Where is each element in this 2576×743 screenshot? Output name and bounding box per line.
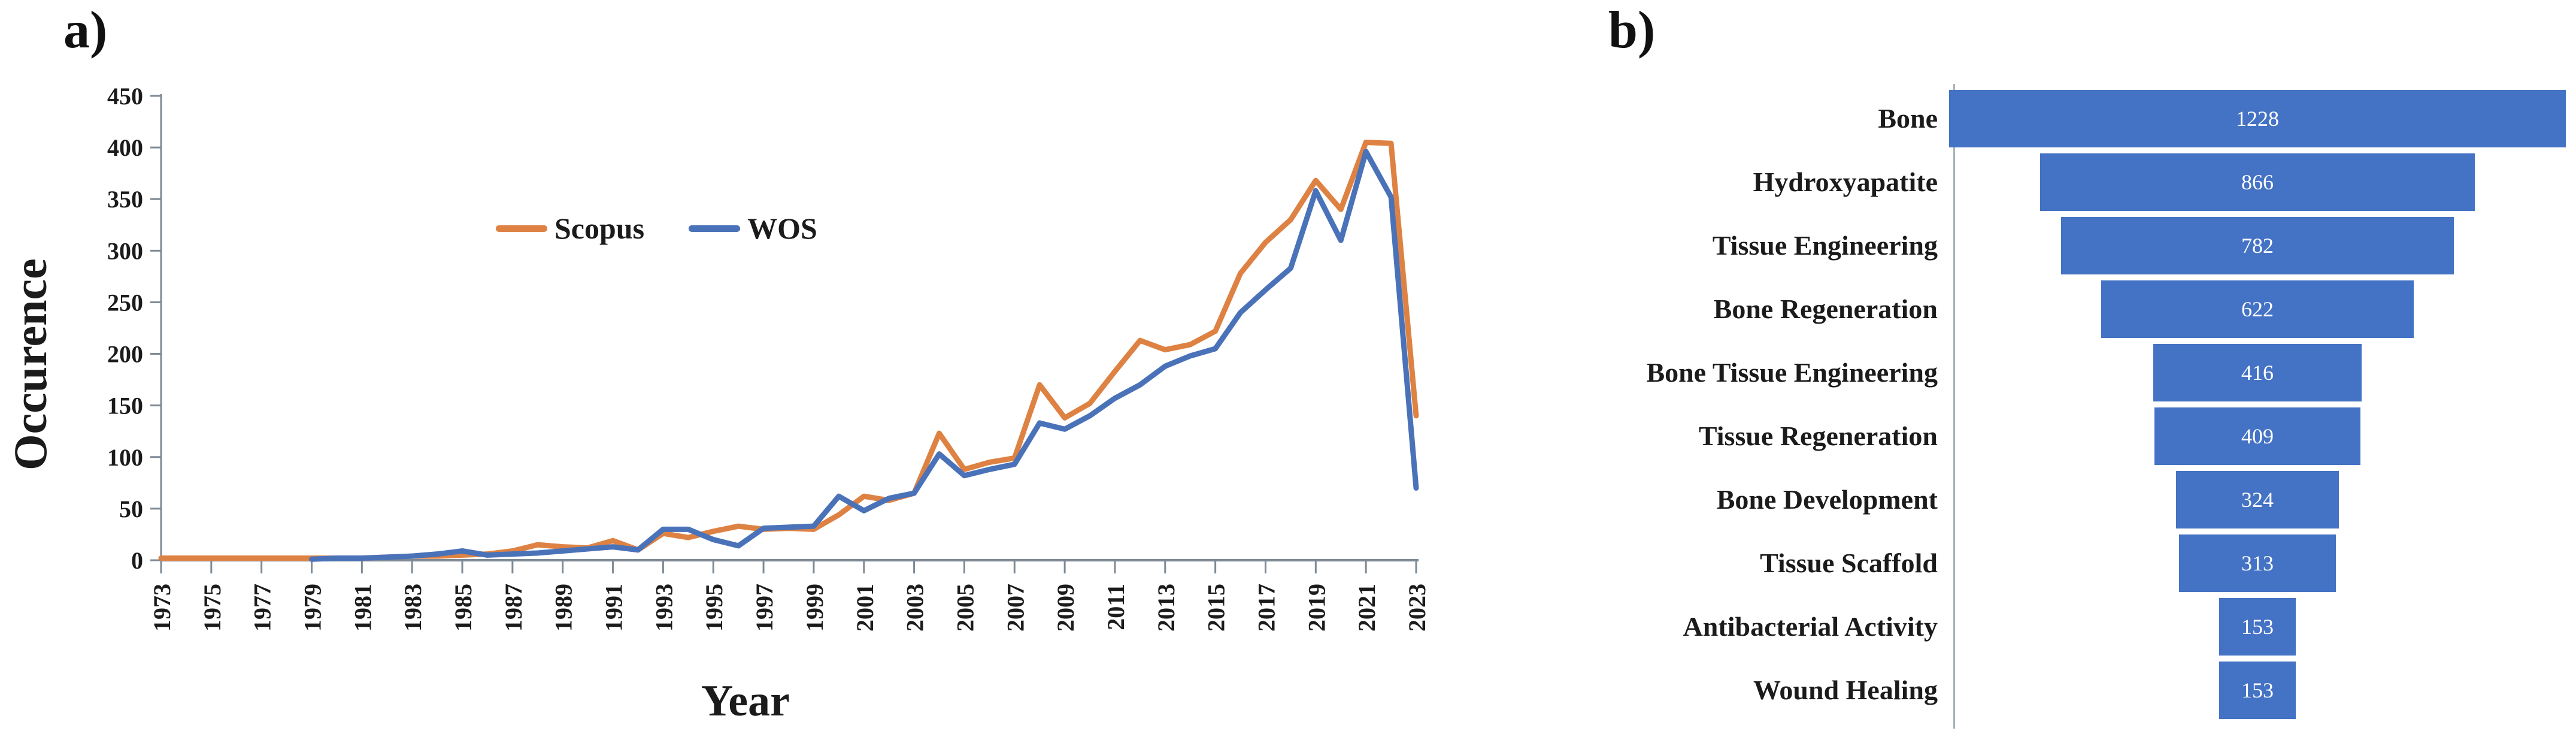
funnel-category-label: Bone bbox=[1878, 103, 1938, 134]
funnel-bar-value: 153 bbox=[2241, 615, 2274, 639]
y-axis-title: Occurence bbox=[4, 258, 56, 470]
scopus-series-line bbox=[158, 140, 1419, 561]
panel-a-label: a) bbox=[63, 1, 108, 59]
funnel-bar-value: 313 bbox=[2241, 551, 2274, 575]
panel-b-label: b) bbox=[1608, 1, 1656, 59]
y-tick-label: 400 bbox=[107, 134, 143, 161]
y-tick-label: 50 bbox=[119, 496, 143, 522]
x-axis-title: Year bbox=[701, 676, 790, 726]
funnel-category-label: Tissue Engineering bbox=[1712, 230, 1938, 261]
y-tick-label: 250 bbox=[107, 289, 143, 316]
funnel-category-label: Bone Development bbox=[1716, 484, 1938, 515]
funnel-category-axis bbox=[1953, 84, 1955, 729]
x-tick-label: 1997 bbox=[751, 584, 778, 632]
funnel-bar-value: 782 bbox=[2241, 234, 2274, 258]
wos-line-swatch bbox=[689, 225, 741, 232]
scopus-line-swatch bbox=[496, 225, 547, 232]
x-tick-label: 1985 bbox=[450, 584, 477, 632]
y-tick-label: 350 bbox=[107, 186, 143, 213]
x-tick-label: 2009 bbox=[1052, 584, 1079, 632]
x-tick-label: 1975 bbox=[199, 584, 226, 632]
funnel-category-label: Wound Healing bbox=[1753, 675, 1938, 705]
x-tick-label: 2021 bbox=[1353, 584, 1380, 632]
x-tick-label: 2003 bbox=[902, 584, 929, 632]
funnel-bar: 782 bbox=[2061, 217, 2454, 274]
x-tick-label: 2017 bbox=[1253, 584, 1280, 632]
funnel-bar: 153 bbox=[2219, 662, 2296, 719]
funnel-category-label: Hydroxyapatite bbox=[1753, 167, 1938, 197]
funnel-bar: 153 bbox=[2219, 598, 2296, 656]
funnel-category-label: Tissue Scaffold bbox=[1760, 548, 1938, 578]
funnel-category-label: Antibacterial Activity bbox=[1683, 611, 1938, 642]
funnel-bar: 1228 bbox=[1949, 90, 2566, 147]
x-tick-label: 1993 bbox=[650, 584, 677, 632]
legend-label-scopus: Scopus bbox=[554, 212, 645, 245]
x-tick-label: 2015 bbox=[1203, 584, 1230, 632]
x-tick-label: 1977 bbox=[249, 584, 276, 632]
funnel-category-label: Bone Tissue Engineering bbox=[1646, 357, 1938, 388]
x-tick-label: 1973 bbox=[149, 584, 175, 632]
funnel-category-label: Bone Regeneration bbox=[1713, 294, 1938, 324]
x-tick-label: 1987 bbox=[500, 584, 527, 632]
funnel-bar: 416 bbox=[2153, 344, 2362, 401]
x-tick-label: 2011 bbox=[1102, 584, 1129, 630]
funnel-bar-value: 409 bbox=[2241, 424, 2274, 448]
x-tick-label: 1995 bbox=[701, 584, 728, 632]
funnel-bar-value: 416 bbox=[2241, 361, 2274, 385]
funnel-bar: 866 bbox=[2039, 153, 2475, 211]
x-tick-label: 1983 bbox=[399, 584, 426, 632]
funnel-bar: 622 bbox=[2101, 280, 2414, 338]
y-tick-label: 0 bbox=[131, 547, 143, 574]
funnel-bar-value: 153 bbox=[2241, 678, 2274, 702]
x-tick-label: 1999 bbox=[801, 584, 828, 632]
wos-series-line bbox=[309, 149, 1419, 562]
y-tick-label: 200 bbox=[107, 341, 143, 368]
y-tick-label: 450 bbox=[107, 83, 143, 110]
funnel-bar-value: 324 bbox=[2241, 488, 2274, 512]
x-tick-label: 1989 bbox=[550, 584, 577, 632]
y-tick-label: 300 bbox=[107, 237, 143, 264]
funnel-bar: 409 bbox=[2154, 407, 2360, 465]
x-tick-label: 2005 bbox=[951, 584, 978, 632]
x-tick-label: 2023 bbox=[1404, 584, 1431, 632]
funnel-bar: 313 bbox=[2178, 534, 2336, 592]
chart-legend: Scopus WOS bbox=[496, 211, 817, 246]
x-tick-label: 2019 bbox=[1303, 584, 1330, 632]
funnel-bar-value: 622 bbox=[2241, 297, 2274, 321]
funnel-bar: 324 bbox=[2176, 471, 2339, 528]
x-tick-label: 1981 bbox=[349, 584, 376, 632]
funnel-bar-value: 1228 bbox=[2236, 107, 2279, 131]
funnel-category-label: Tissue Regeneration bbox=[1698, 421, 1938, 451]
y-tick-label: 100 bbox=[107, 444, 143, 471]
x-tick-label: 1979 bbox=[299, 584, 326, 632]
x-tick-label: 2007 bbox=[1002, 584, 1029, 632]
x-tick-label: 2013 bbox=[1153, 584, 1180, 632]
y-tick-label: 150 bbox=[107, 392, 143, 419]
x-tick-label: 2001 bbox=[851, 584, 878, 632]
legend-label-wos: WOS bbox=[747, 212, 817, 245]
x-tick-label: 1991 bbox=[601, 584, 628, 632]
funnel-bar-value: 866 bbox=[2241, 170, 2274, 194]
